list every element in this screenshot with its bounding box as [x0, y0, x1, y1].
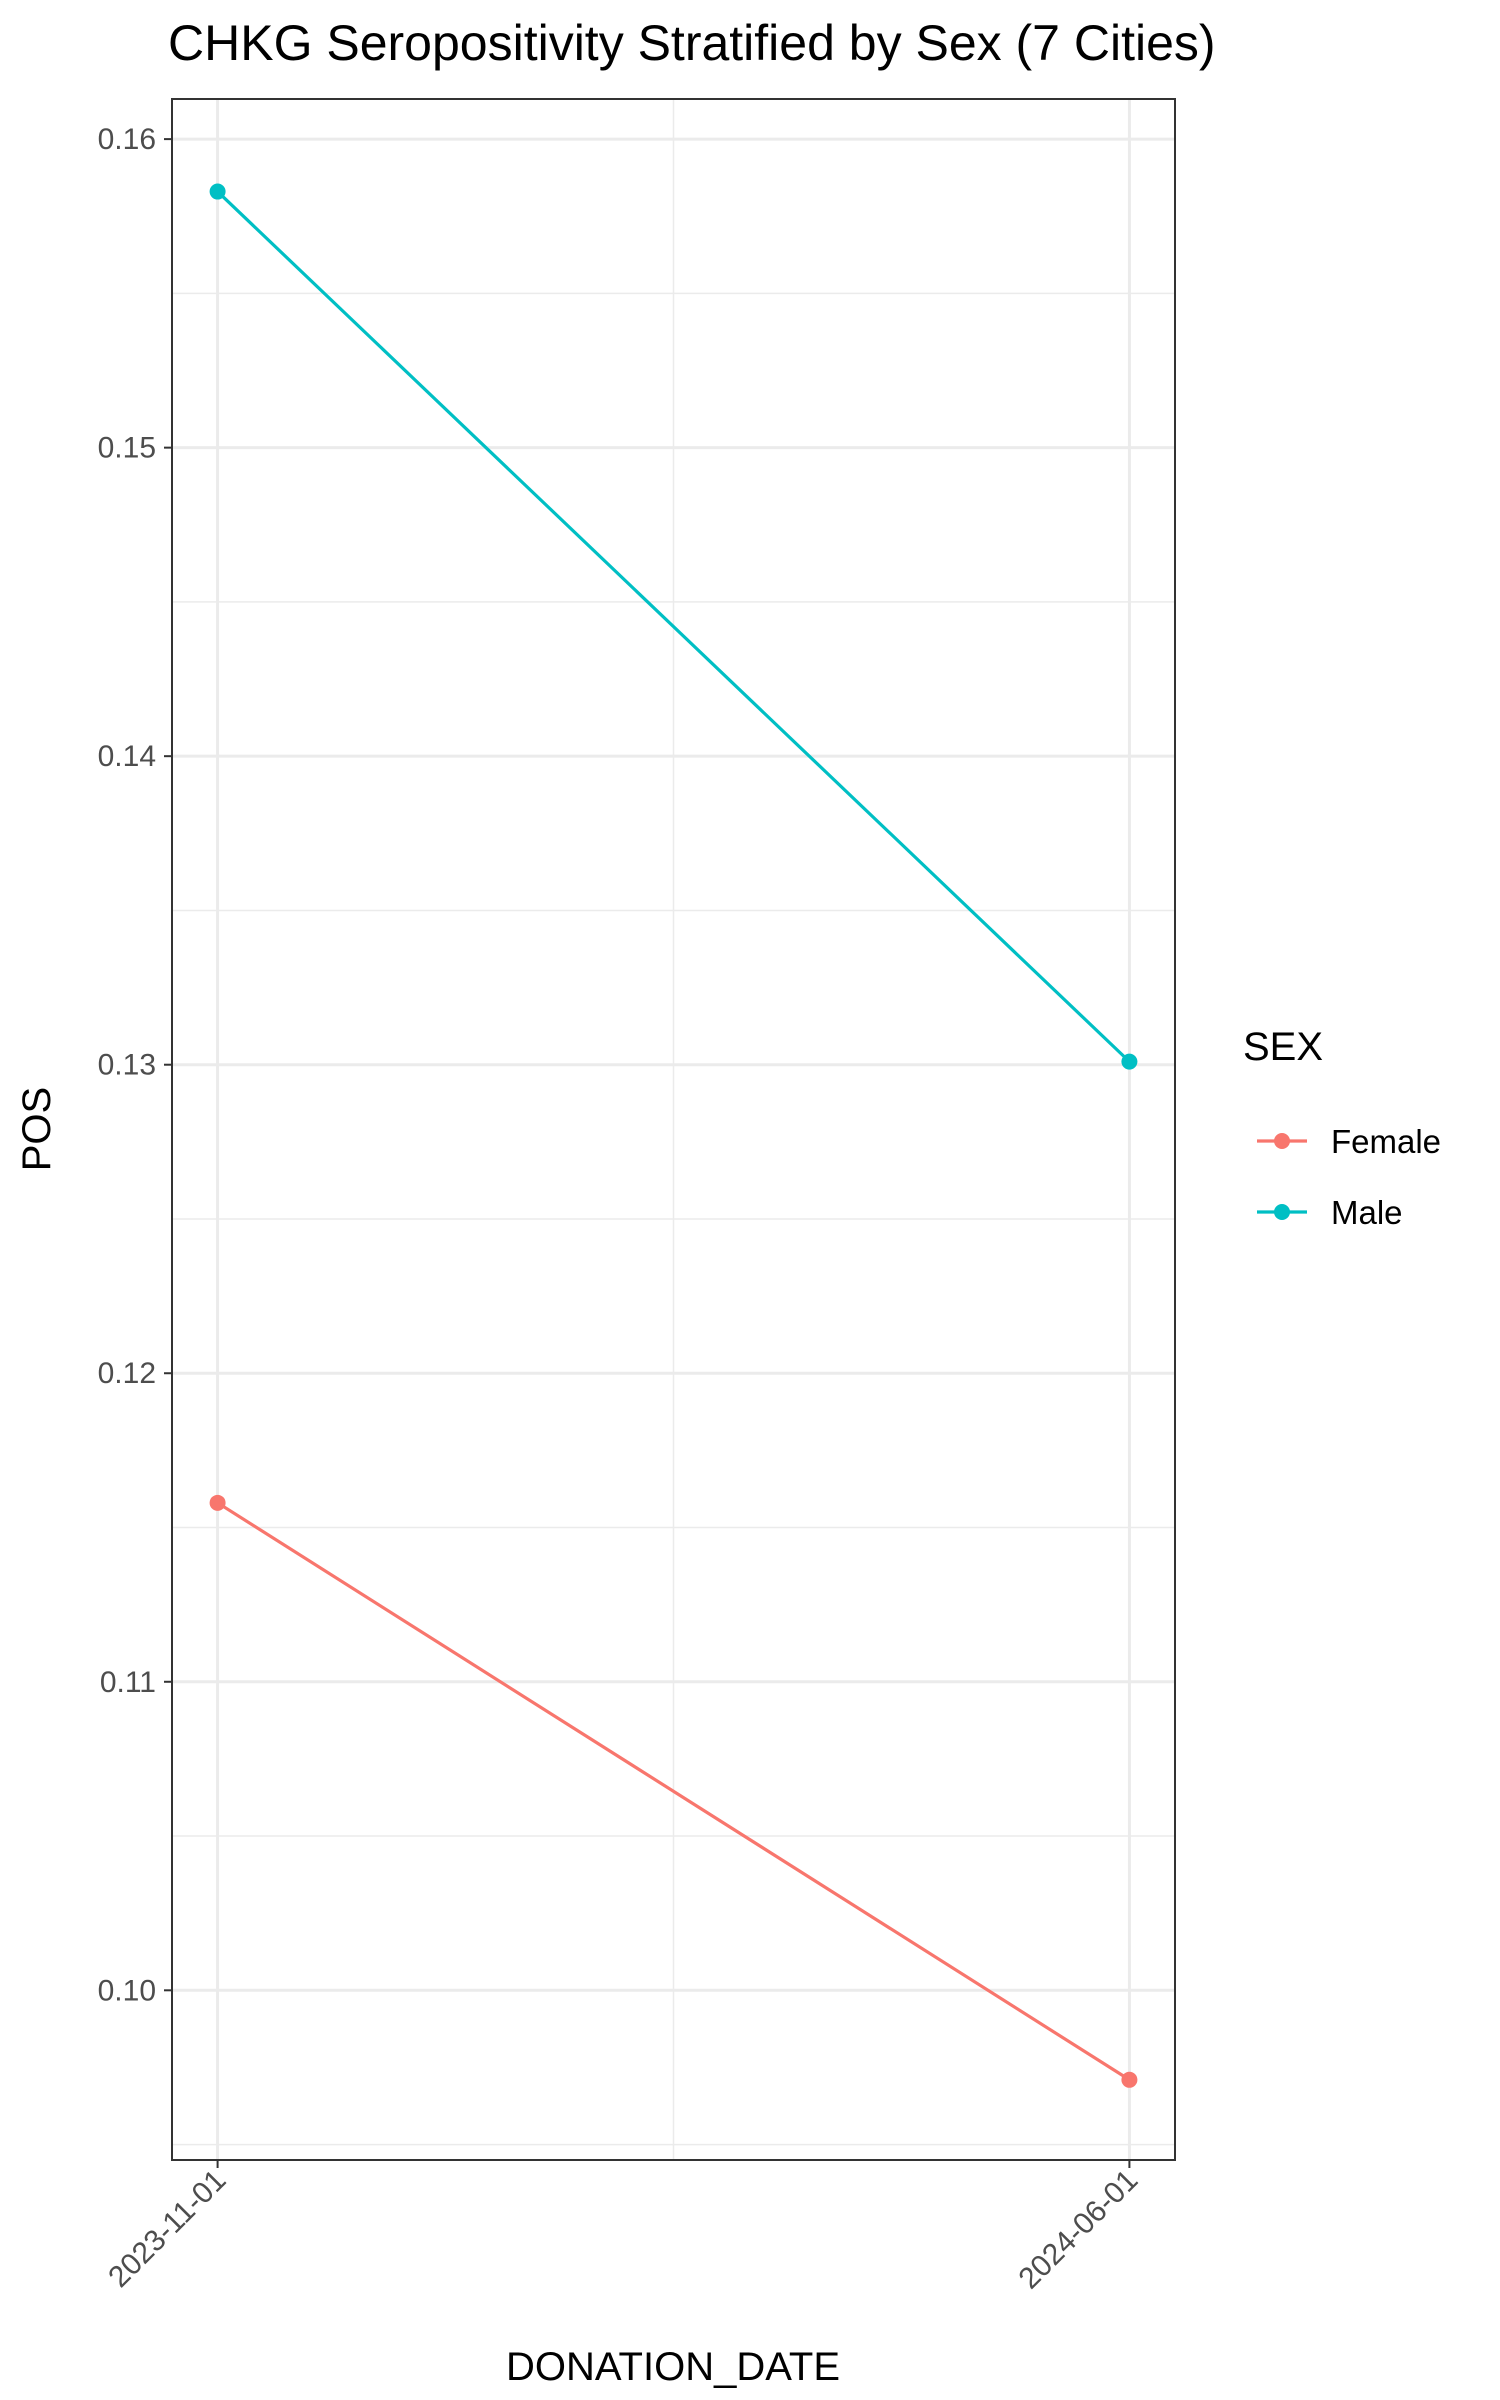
series-line-male	[216, 190, 1131, 1063]
legend-item-male: Male	[1257, 1194, 1403, 1231]
legend-label-female: Female	[1331, 1123, 1441, 1160]
legend-label-male: Male	[1331, 1194, 1403, 1231]
x-tick-label: 2023-11-01	[102, 2164, 232, 2294]
x-axis: 2023-11-01 2024-06-01	[102, 2160, 1144, 2295]
series-male	[209, 183, 1138, 1070]
data-point-male	[1121, 1053, 1138, 1070]
y-tick-label: 0.14	[98, 740, 156, 773]
data-point-female	[209, 1494, 226, 1511]
legend-item-female: Female	[1257, 1123, 1441, 1160]
legend-title: SEX	[1243, 1025, 1323, 1069]
series-layer	[209, 183, 1138, 2088]
y-axis-title: POS	[15, 1087, 59, 1171]
x-axis-title: DONATION_DATE	[506, 2345, 840, 2389]
y-tick-label: 0.16	[98, 123, 156, 156]
legend-marker-female	[1274, 1133, 1290, 1149]
y-axis: 0.10 0.11 0.12 0.13 0.14 0.15 0.16	[98, 123, 172, 2007]
legend-marker-male	[1274, 1204, 1290, 1220]
legend-items: Female Male	[1257, 1123, 1441, 1231]
y-tick-label: 0.10	[98, 1974, 156, 2007]
y-tick-label: 0.15	[98, 432, 156, 465]
data-point-male	[209, 183, 226, 200]
y-tick-label: 0.13	[98, 1049, 156, 1082]
series-line-female	[216, 1501, 1131, 2082]
panel-border	[171, 98, 1176, 2161]
legend: SEX Female Male	[1243, 1025, 1441, 1231]
y-tick-label: 0.12	[98, 1357, 156, 1390]
data-point-female	[1121, 2071, 1138, 2088]
x-tick-label: 2024-06-01	[1013, 2164, 1145, 2296]
series-female	[209, 1494, 1138, 2088]
grid	[172, 99, 1175, 2160]
y-tick-label: 0.11	[100, 1666, 156, 1699]
chart-title: CHKG Seropositivity Stratified by Sex (7…	[168, 15, 1216, 71]
